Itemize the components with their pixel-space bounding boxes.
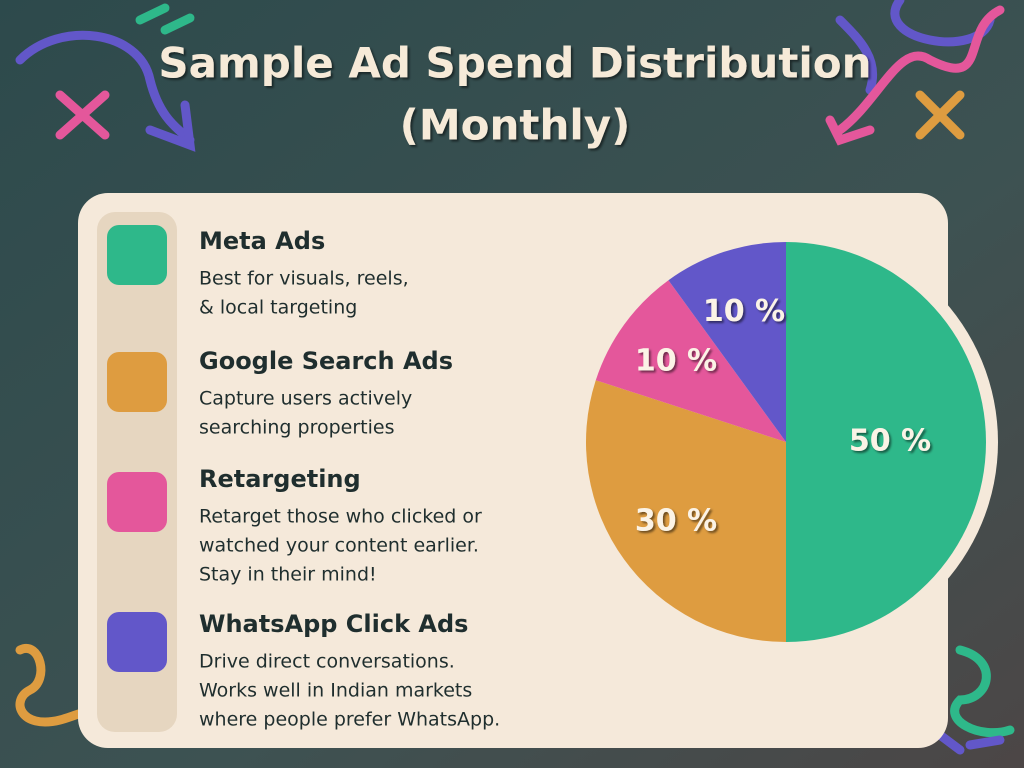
legend-description: Capture users actively [199, 388, 412, 410]
legend-label: Meta Ads [199, 227, 325, 255]
legend-description: where people prefer WhatsApp. [199, 709, 500, 731]
legend-description: & local targeting [199, 297, 357, 319]
legend-description: Best for visuals, reels, [199, 268, 409, 290]
pie: 50 % 30 % 10 % 10 % [586, 242, 986, 642]
legend-swatch [107, 225, 167, 285]
pie-slice [595, 280, 786, 442]
legend-label: Google Search Ads [199, 347, 453, 375]
value-label: 10 % [703, 294, 785, 329]
pie-slice [786, 242, 986, 642]
legend-description: Retarget those who clicked or [199, 506, 482, 528]
legend-description: watched your content earlier. [199, 535, 479, 557]
value-label: 50 % [849, 424, 931, 459]
legend-description: Drive direct conversations. [199, 651, 455, 673]
value-label: 30 % [635, 503, 717, 538]
pie-slice [668, 242, 786, 442]
legend-description: Stay in their mind! [199, 564, 377, 586]
legend-description: Works well in Indian markets [199, 680, 472, 702]
legend-swatch [107, 612, 167, 672]
legend-description: searching properties [199, 417, 395, 439]
legend-label: Retargeting [199, 465, 361, 493]
legend: Meta Ads Best for visuals, reels, & local … [107, 225, 500, 731]
legend-swatch [107, 352, 167, 412]
chart-title: Sample Ad Spend Distribution [158, 39, 871, 88]
chart-subtitle: (Monthly) [400, 101, 631, 150]
legend-label: WhatsApp Click Ads [199, 610, 468, 638]
legend-swatch [107, 472, 167, 532]
pie-slice [586, 380, 786, 642]
value-label: 10 % [635, 344, 717, 379]
